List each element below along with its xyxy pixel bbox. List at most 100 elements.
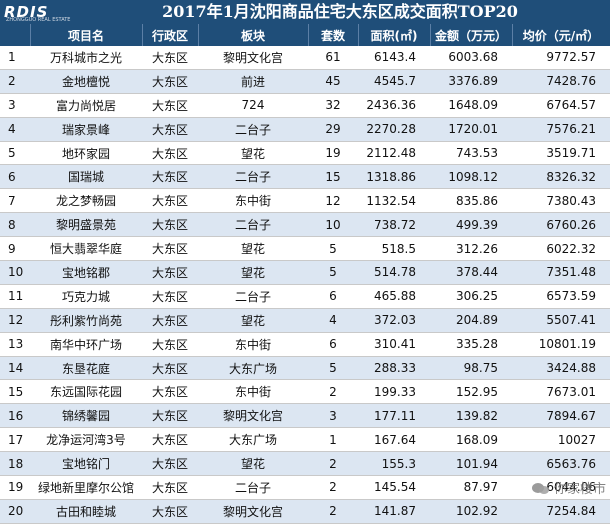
rank-cell: 16	[0, 403, 30, 429]
column-header	[0, 24, 31, 46]
table-row: 20 古田和睦城 大东区 黎明文化宫 2 141.87 102.92 7254.84	[0, 499, 610, 524]
district-cell: 大东区	[142, 499, 198, 524]
units-cell: 19	[308, 141, 358, 166]
units-cell: 61	[308, 46, 358, 70]
column-header: 板块	[198, 24, 309, 46]
block-cell: 黎明文化宫	[198, 46, 308, 70]
title-bar: RDIS ZHONGGUO REAL ESTATE 2017年1月沈阳商品住宅大…	[0, 0, 610, 24]
units-cell: 32	[308, 93, 358, 118]
district-cell: 大东区	[142, 332, 198, 357]
project-name-cell: 国瑞城	[30, 164, 142, 190]
amount-cell: 168.09	[430, 427, 512, 453]
avg-price-cell: 3519.71	[512, 141, 610, 166]
units-cell: 5	[308, 236, 358, 262]
table-row: 8 黎明盛景苑 大东区 二台子 10 738.72 499.39 6760.26	[0, 212, 610, 238]
project-name-cell: 东垦花庭	[30, 356, 142, 381]
area-cell: 177.11	[358, 403, 430, 429]
block-cell: 724	[198, 93, 308, 118]
table-row: 3 富力尚悦居 大东区 724 32 2436.36 1648.09 6764.57	[0, 93, 610, 118]
column-header: 套数	[308, 24, 359, 46]
table-row: 14 东垦花庭 大东区 大东广场 5 288.33 98.75 3424.88	[0, 356, 610, 381]
project-name-cell: 宝地铭门	[30, 451, 142, 477]
project-name-cell: 瑞家景峰	[30, 117, 142, 142]
watermark: 你家楼市	[531, 478, 606, 497]
table-row: 11 巧克力城 大东区 二台子 6 465.88 306.25 6573.59	[0, 284, 610, 309]
block-cell: 黎明文化宫	[198, 499, 308, 524]
block-cell: 大东广场	[198, 427, 308, 453]
district-cell: 大东区	[142, 93, 198, 118]
amount-cell: 1098.12	[430, 164, 512, 190]
column-header: 均价（元/㎡）	[512, 24, 610, 46]
district-cell: 大东区	[142, 141, 198, 166]
ranking-table: 项目名 行政区 板块 套数 面积(㎡) 金额（万元） 均价（元/㎡） 1 万科城市之光 大东区黎…	[0, 24, 610, 524]
table-row: 5 地环家园 大东区 望花 19 2112.48 743.53 3519.71	[0, 141, 610, 166]
project-name-cell: 锦绣馨园	[30, 403, 142, 429]
amount-cell: 1720.01	[430, 117, 512, 142]
units-cell: 10	[308, 212, 358, 238]
rank-cell: 8	[0, 212, 30, 238]
area-cell: 2436.36	[358, 93, 430, 118]
rank-cell: 18	[0, 451, 30, 477]
district-cell: 大东区	[142, 403, 198, 429]
amount-cell: 306.25	[430, 284, 512, 309]
rank-cell: 13	[0, 332, 30, 357]
block-cell: 二台子	[198, 475, 308, 500]
amount-cell: 835.86	[430, 188, 512, 214]
block-cell: 望花	[198, 236, 308, 262]
rank-cell: 15	[0, 379, 30, 405]
units-cell: 12	[308, 188, 358, 214]
rank-cell: 14	[0, 356, 30, 381]
table-row: 2 金地檀悦 大东区 前进 45 4545.7 3376.89 7428.76	[0, 69, 610, 94]
avg-price-cell: 3424.88	[512, 356, 610, 381]
rank-cell: 7	[0, 188, 30, 214]
logo-text: RDIS	[4, 3, 49, 21]
units-cell: 6	[308, 332, 358, 357]
amount-cell: 1648.09	[430, 93, 512, 118]
avg-price-cell: 9772.57	[512, 46, 610, 70]
table-row: 9 恒大翡翠华庭 大东区 望花 5 518.5 312.26 6022.32	[0, 236, 610, 262]
rank-cell: 1	[0, 46, 30, 70]
amount-cell: 102.92	[430, 499, 512, 524]
units-cell: 3	[308, 403, 358, 429]
project-name-cell: 富力尚悦居	[30, 93, 142, 118]
project-name-cell: 金地檀悦	[30, 69, 142, 94]
amount-cell: 743.53	[430, 141, 512, 166]
area-cell: 372.03	[358, 308, 430, 333]
table-row: 4 瑞家景峰 大东区 二台子 29 2270.28 1720.01 7576.21	[0, 117, 610, 142]
rank-cell: 3	[0, 93, 30, 118]
column-header: 面积(㎡)	[358, 24, 431, 46]
project-name-cell: 地环家园	[30, 141, 142, 166]
avg-price-cell: 6764.57	[512, 93, 610, 118]
district-cell: 大东区	[142, 260, 198, 285]
project-name-cell: 东远国际花园	[30, 379, 142, 405]
column-header: 项目名	[30, 24, 143, 46]
units-cell: 4	[308, 308, 358, 333]
block-cell: 东中街	[198, 188, 308, 214]
units-cell: 5	[308, 260, 358, 285]
area-cell: 2270.28	[358, 117, 430, 142]
units-cell: 2	[308, 451, 358, 477]
avg-price-cell: 7254.84	[512, 499, 610, 524]
area-cell: 518.5	[358, 236, 430, 262]
district-cell: 大东区	[142, 236, 198, 262]
units-cell: 2	[308, 379, 358, 405]
district-cell: 大东区	[142, 308, 198, 333]
table-row: 12 彤利紫竹尚苑 大东区 望花 4 372.03 204.89 5507.41	[0, 308, 610, 333]
rank-cell: 10	[0, 260, 30, 285]
table-row: 10 宝地铭郡 大东区 望花 5 514.78 378.44 7351.48	[0, 260, 610, 285]
block-cell: 望花	[198, 451, 308, 477]
amount-cell: 98.75	[430, 356, 512, 381]
table-row: 16 锦绣馨园 大东区 黎明文化宫 3 177.11 139.82 7894.67	[0, 403, 610, 429]
project-name-cell: 宝地铭郡	[30, 260, 142, 285]
block-cell: 望花	[198, 141, 308, 166]
watermark-text: 你家楼市	[553, 482, 606, 497]
avg-price-cell: 7351.48	[512, 260, 610, 285]
avg-price-cell: 7673.01	[512, 379, 610, 405]
amount-cell: 139.82	[430, 403, 512, 429]
area-cell: 2112.48	[358, 141, 430, 166]
rank-cell: 17	[0, 427, 30, 453]
amount-cell: 335.28	[430, 332, 512, 357]
district-cell: 大东区	[142, 284, 198, 309]
block-cell: 二台子	[198, 284, 308, 309]
